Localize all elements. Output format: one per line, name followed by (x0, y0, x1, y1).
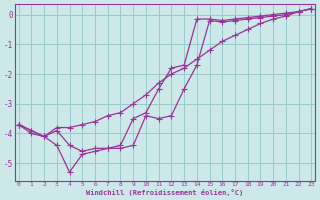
X-axis label: Windchill (Refroidissement éolien,°C): Windchill (Refroidissement éolien,°C) (86, 189, 244, 196)
